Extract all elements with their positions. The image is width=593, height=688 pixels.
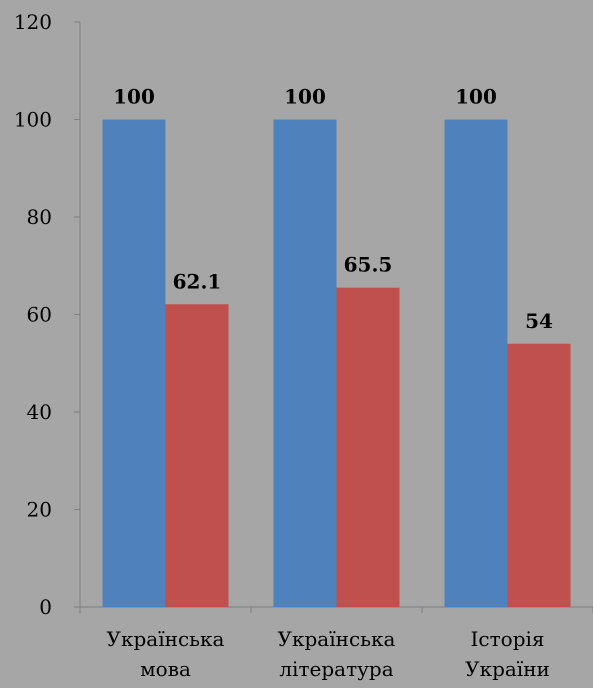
data-label: 62.1 (173, 269, 222, 293)
bar (336, 287, 400, 607)
bars (102, 119, 571, 607)
data-label: 54 (525, 309, 553, 333)
x-category-label: Українська мова (107, 627, 225, 681)
x-category-label: Українська література (278, 627, 396, 681)
y-tick-label: 120 (14, 10, 52, 34)
data-label: 100 (113, 85, 155, 109)
bar (444, 119, 508, 607)
bar (507, 343, 571, 607)
bar (273, 119, 337, 607)
y-tick-label: 40 (27, 400, 52, 424)
y-tick-label: 100 (14, 108, 52, 132)
bar (102, 119, 166, 607)
x-category-label-line: України (465, 657, 550, 681)
data-label: 100 (284, 85, 326, 109)
x-category-label: Історія України (465, 627, 550, 681)
axes: 0 20 40 60 80 100 120 (14, 10, 593, 619)
x-category-label-line: Українська (278, 627, 396, 651)
y-tick-label: 80 (27, 205, 52, 229)
bar (165, 304, 229, 607)
y-tick-label: 20 (27, 498, 52, 522)
y-tick-label: 0 (39, 595, 52, 619)
labels: 100 62.1 Українська мова 100 65.5 Українська лі… (107, 85, 553, 682)
data-label: 65.5 (344, 253, 393, 277)
x-category-label-line: Українська (107, 627, 225, 651)
x-category-label-line: мова (140, 657, 191, 681)
y-tick-label: 60 (27, 303, 52, 327)
x-category-label-line: Історія (470, 627, 544, 651)
data-label: 100 (455, 85, 497, 109)
x-category-label-line: література (279, 657, 393, 681)
